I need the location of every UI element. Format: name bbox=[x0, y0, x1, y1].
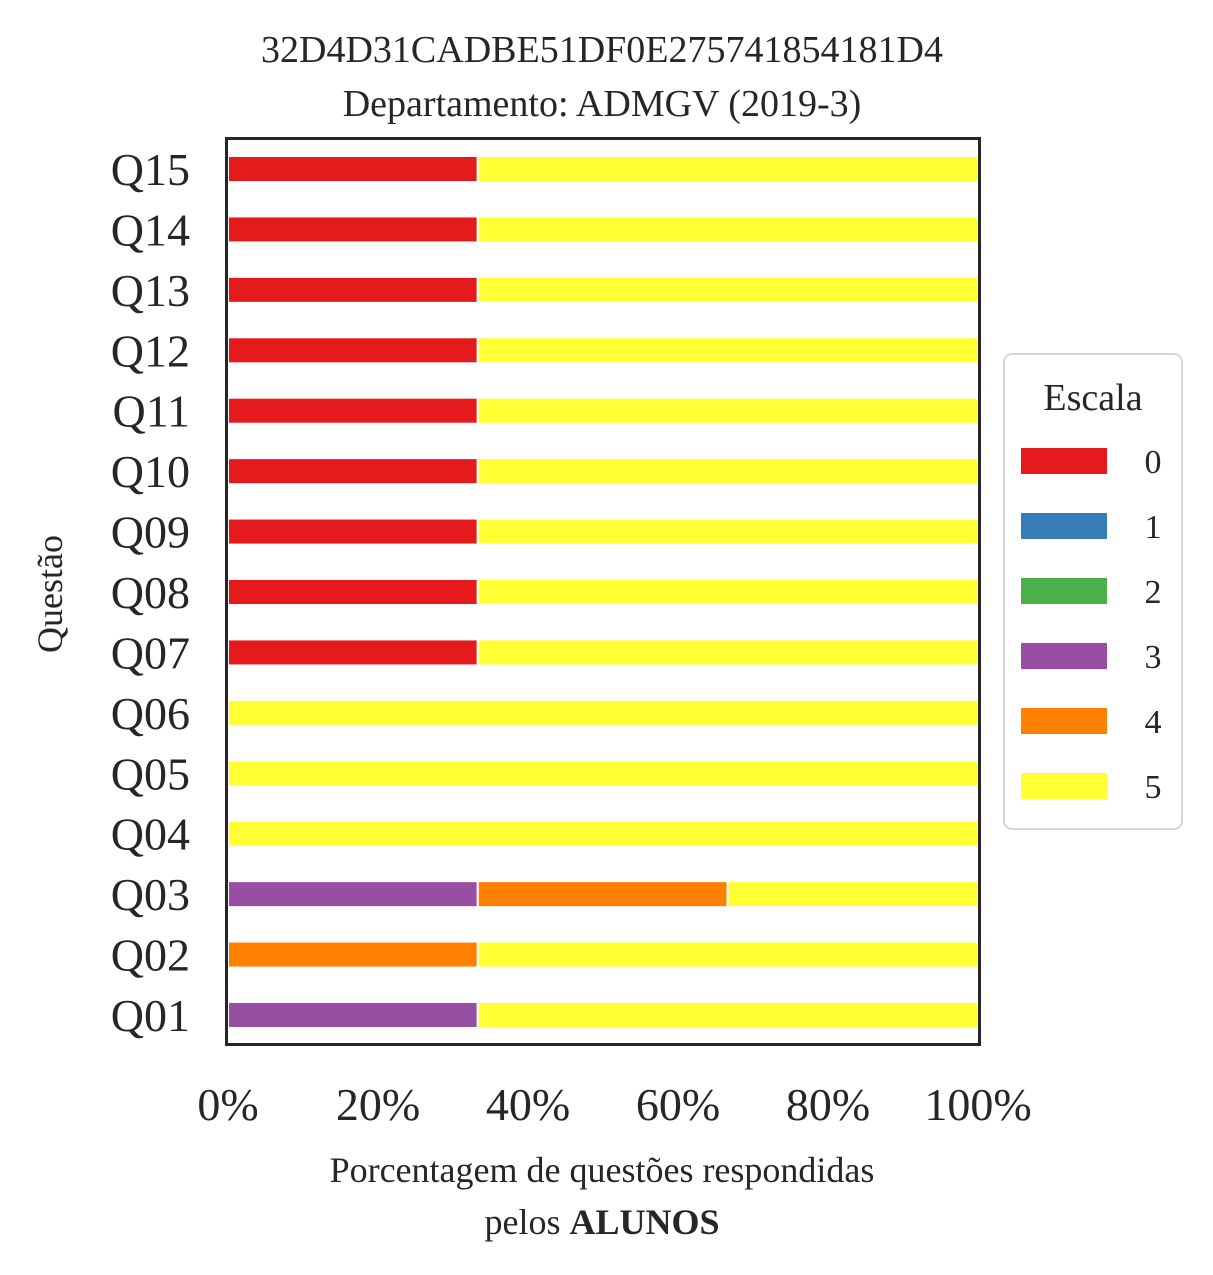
bar-q08-scale-0 bbox=[227, 578, 479, 606]
legend-swatch-0 bbox=[1021, 448, 1107, 474]
legend-items: 0 1 2 3 4 5 bbox=[1021, 444, 1162, 806]
y-tick-label: Q14 bbox=[111, 204, 190, 255]
legend-swatch-4 bbox=[1021, 708, 1107, 734]
x-axis-label-line2: pelos ALUNOS bbox=[484, 1202, 719, 1242]
legend-label-3: 3 bbox=[1145, 639, 1162, 676]
bar-q14-scale-5 bbox=[476, 215, 979, 244]
legend-swatch-3 bbox=[1021, 643, 1107, 669]
bar-q13-scale-5 bbox=[476, 275, 979, 304]
bar-q08-scale-5 bbox=[476, 578, 979, 606]
x-tick-label: 60% bbox=[636, 1079, 720, 1130]
bars-group bbox=[227, 155, 979, 1029]
y-tick-label: Q01 bbox=[111, 990, 190, 1041]
bar-q04-scale-5 bbox=[227, 819, 979, 848]
bar-q11-scale-0 bbox=[227, 396, 479, 425]
legend-label-5: 5 bbox=[1145, 769, 1162, 806]
y-tick-label: Q12 bbox=[111, 325, 190, 376]
bar-q14-scale-0 bbox=[227, 215, 479, 244]
y-axis-label: Questão bbox=[30, 535, 70, 653]
legend-label-0: 0 bbox=[1145, 444, 1162, 481]
bar-q03-scale-4 bbox=[476, 880, 729, 909]
x-tick-label: 20% bbox=[336, 1079, 420, 1130]
legend: Escala 0 1 2 3 4 5 bbox=[1003, 353, 1183, 830]
plot-frame bbox=[225, 137, 981, 1046]
bar-q13-scale-0 bbox=[227, 275, 479, 304]
x-tick-labels: 0% 20% 40% 60% 80% 100% bbox=[197, 1079, 1031, 1130]
bar-q02-scale-4 bbox=[227, 940, 479, 969]
bar-q01-scale-3 bbox=[227, 1001, 479, 1029]
bar-q10-scale-0 bbox=[227, 457, 479, 486]
x-tick-label: 100% bbox=[924, 1079, 1031, 1130]
y-tick-label: Q07 bbox=[111, 627, 190, 678]
y-tick-label: Q06 bbox=[111, 688, 190, 739]
bar-q12-scale-0 bbox=[227, 336, 479, 365]
legend-swatch-5 bbox=[1021, 773, 1107, 799]
legend-swatch-2 bbox=[1021, 578, 1107, 604]
bar-q01-scale-5 bbox=[476, 1001, 979, 1029]
y-tick-label: Q15 bbox=[111, 144, 190, 195]
bar-q10-scale-5 bbox=[476, 457, 979, 486]
y-tick-label: Q10 bbox=[111, 446, 190, 497]
y-tick-label: Q05 bbox=[111, 748, 190, 799]
chart-title-line1: 32D4D31CADBE51DF0E275741854181D4 bbox=[261, 29, 943, 71]
y-tick-labels: Q01 Q02 Q03 Q04 Q05 Q06 Q07 Q08 Q09 Q10 Q11 Q12 Q13 Q… bbox=[111, 144, 190, 1041]
bar-q03-scale-5 bbox=[726, 880, 979, 909]
bar-q09-scale-0 bbox=[227, 517, 479, 546]
bar-q12-scale-5 bbox=[476, 336, 979, 365]
bar-q09-scale-5 bbox=[476, 517, 979, 546]
bar-q03-scale-3 bbox=[227, 880, 479, 909]
x-axis-label-line2-prefix: pelos bbox=[484, 1202, 569, 1242]
bar-q15-scale-0 bbox=[227, 155, 479, 183]
legend-title: Escala bbox=[1043, 377, 1142, 419]
bar-q05-scale-5 bbox=[227, 759, 979, 788]
legend-label-1: 1 bbox=[1145, 509, 1162, 546]
y-tick-label: Q02 bbox=[111, 930, 190, 981]
bar-q11-scale-5 bbox=[476, 396, 979, 425]
x-tick-label: 80% bbox=[786, 1079, 870, 1130]
y-tick-label: Q03 bbox=[111, 869, 190, 920]
bar-q02-scale-5 bbox=[476, 940, 979, 969]
chart-title-line2: Departamento: ADMGV (2019-3) bbox=[343, 83, 862, 125]
legend-swatch-1 bbox=[1021, 513, 1107, 539]
bar-q15-scale-5 bbox=[476, 155, 979, 183]
y-tick-label: Q08 bbox=[111, 567, 190, 618]
y-tick-label: Q11 bbox=[112, 386, 190, 437]
x-tick-label: 0% bbox=[197, 1079, 258, 1130]
y-tick-label: Q04 bbox=[111, 809, 190, 860]
bar-q07-scale-0 bbox=[227, 638, 479, 667]
x-tick-label: 40% bbox=[486, 1079, 570, 1130]
legend-label-2: 2 bbox=[1145, 574, 1162, 611]
legend-label-4: 4 bbox=[1145, 704, 1162, 741]
x-axis-label-line2-bold: ALUNOS bbox=[569, 1202, 719, 1242]
bar-q07-scale-5 bbox=[476, 638, 979, 667]
x-axis-label-line1: Porcentagem de questões respondidas bbox=[330, 1150, 875, 1190]
bar-q06-scale-5 bbox=[227, 698, 979, 727]
y-tick-label: Q13 bbox=[111, 265, 190, 316]
y-tick-label: Q09 bbox=[111, 507, 190, 558]
